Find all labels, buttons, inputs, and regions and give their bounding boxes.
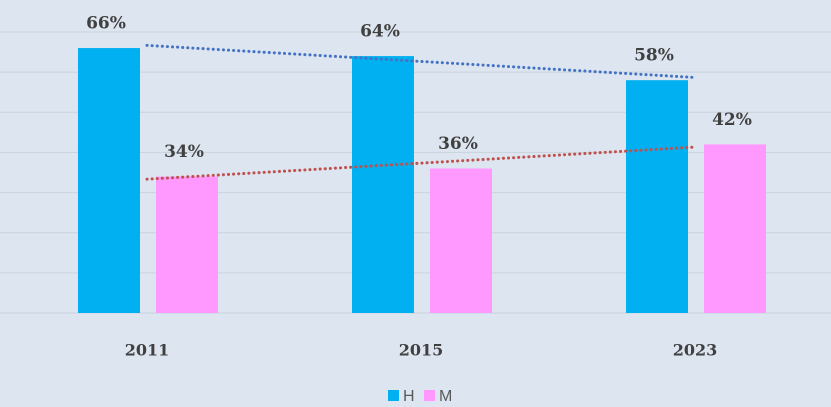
legend-swatch: [424, 390, 435, 401]
trendline: [145, 145, 697, 181]
bar: [156, 176, 218, 313]
bar: [430, 168, 492, 313]
value-label: 34%: [164, 142, 204, 162]
bar: [626, 80, 688, 314]
trendline: [145, 43, 697, 79]
x-tick-label: 2015: [399, 341, 444, 360]
x-tick-label: 2023: [673, 341, 718, 360]
bar: [78, 48, 140, 314]
legend-label: H: [403, 388, 415, 405]
bar: [704, 144, 766, 313]
value-label: 42%: [712, 110, 752, 130]
value-label: 58%: [634, 46, 674, 66]
bar: [352, 56, 414, 313]
legend-label: M: [439, 388, 452, 405]
value-label: 64%: [360, 22, 400, 42]
value-label: 66%: [86, 14, 126, 34]
legend-swatch: [388, 390, 399, 401]
x-tick-label: 2011: [125, 341, 170, 360]
value-label: 36%: [438, 134, 478, 154]
